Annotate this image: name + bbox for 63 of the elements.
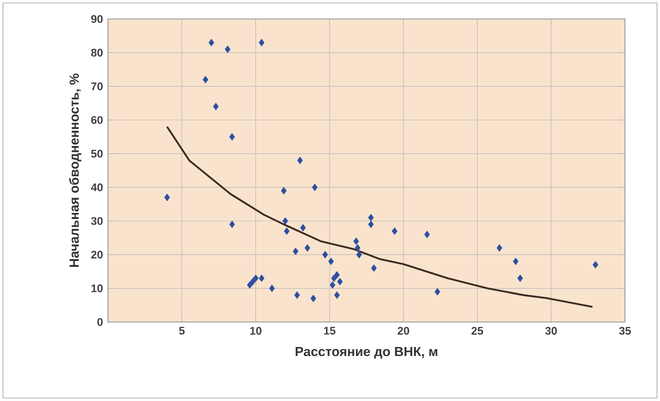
y-axis-title: Начальная обводненность, % xyxy=(69,74,82,267)
point xyxy=(304,244,310,252)
point xyxy=(371,264,377,272)
line-series xyxy=(166,126,594,308)
y-tick-label: 10 xyxy=(91,284,103,292)
point xyxy=(297,156,303,164)
point xyxy=(322,251,328,258)
point xyxy=(328,258,334,266)
point xyxy=(334,271,340,278)
point xyxy=(330,281,336,289)
point xyxy=(281,187,287,194)
x-tick-label: 20 xyxy=(398,326,410,335)
point xyxy=(247,281,253,289)
y-tick-label: 90 xyxy=(91,15,103,23)
point xyxy=(202,76,208,84)
point xyxy=(337,278,343,286)
point xyxy=(356,251,362,258)
point xyxy=(224,46,230,53)
point xyxy=(368,220,374,228)
y-tick-label: 60 xyxy=(91,116,103,124)
x-axis-title: Расстояние до ВНК, м xyxy=(296,347,438,359)
point xyxy=(213,102,219,110)
point xyxy=(269,284,275,292)
y-tick-label: 30 xyxy=(91,217,103,225)
point xyxy=(252,274,258,282)
y-tick-label: 0 xyxy=(97,318,103,326)
point xyxy=(512,258,518,266)
y-tick-label: 80 xyxy=(91,48,103,57)
point xyxy=(334,291,340,299)
point xyxy=(392,228,398,235)
x-tick-label: 10 xyxy=(250,326,262,335)
point xyxy=(312,184,318,191)
y-tick-label: 50 xyxy=(91,150,103,158)
point xyxy=(434,288,440,296)
point xyxy=(592,261,598,268)
point xyxy=(331,274,337,282)
point xyxy=(208,38,214,46)
y-tick-label: 70 xyxy=(91,82,103,90)
point xyxy=(517,274,523,282)
point xyxy=(424,230,430,238)
point xyxy=(229,220,235,228)
point xyxy=(310,294,316,302)
x-tick-label: 5 xyxy=(179,326,185,335)
point xyxy=(294,291,300,299)
point xyxy=(284,228,290,235)
point xyxy=(229,133,235,140)
y-tick-label: 40 xyxy=(90,183,103,192)
point xyxy=(292,248,298,255)
point xyxy=(250,278,256,286)
point xyxy=(354,244,360,252)
point xyxy=(282,217,288,225)
x-tick-label: 15 xyxy=(324,326,336,335)
point xyxy=(164,194,170,202)
point xyxy=(368,214,374,222)
y-tick-label: 20 xyxy=(91,250,103,259)
x-tick-label: 30 xyxy=(545,326,557,335)
point xyxy=(496,244,502,252)
x-tick-label: 25 xyxy=(472,326,484,335)
point xyxy=(258,274,264,282)
point xyxy=(353,238,359,245)
point xyxy=(300,224,306,232)
point xyxy=(258,38,264,46)
x-tick-label: 35 xyxy=(619,326,631,335)
